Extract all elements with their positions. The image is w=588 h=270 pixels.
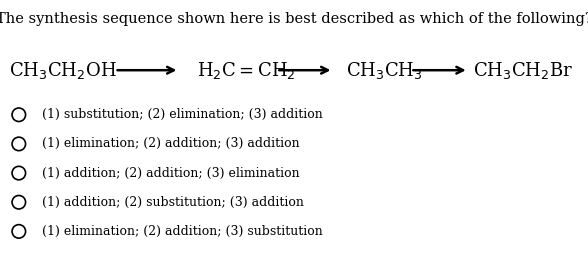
Text: CH$_3$CH$_2$OH: CH$_3$CH$_2$OH bbox=[9, 60, 116, 81]
Text: The synthesis sequence shown here is best described as which of the following?: The synthesis sequence shown here is bes… bbox=[0, 12, 588, 26]
Text: (1) elimination; (2) addition; (3) substitution: (1) elimination; (2) addition; (3) subst… bbox=[42, 225, 323, 238]
Text: CH$_3$CH$_3$: CH$_3$CH$_3$ bbox=[346, 60, 423, 81]
Text: (1) substitution; (2) elimination; (3) addition: (1) substitution; (2) elimination; (3) a… bbox=[42, 108, 323, 121]
Text: (1) addition; (2) substitution; (3) addition: (1) addition; (2) substitution; (3) addi… bbox=[42, 196, 304, 209]
Text: (1) elimination; (2) addition; (3) addition: (1) elimination; (2) addition; (3) addit… bbox=[42, 137, 300, 150]
Text: (1) addition; (2) addition; (3) elimination: (1) addition; (2) addition; (3) eliminat… bbox=[42, 167, 300, 180]
Text: CH$_3$CH$_2$Br: CH$_3$CH$_2$Br bbox=[473, 60, 573, 81]
Text: H$_2$C$=$CH$_2$: H$_2$C$=$CH$_2$ bbox=[197, 60, 296, 81]
